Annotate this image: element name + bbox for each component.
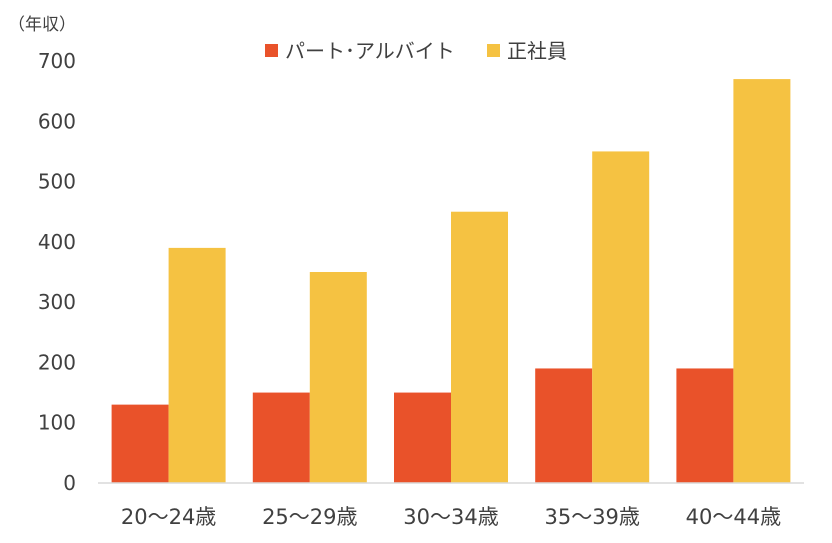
bars xyxy=(111,79,791,483)
legend: パート･アルバイト 正社員 xyxy=(265,39,567,63)
bar-part-time-1 xyxy=(252,392,310,483)
bar-part-time-2 xyxy=(394,392,451,483)
x-category-label: 20〜24歳 xyxy=(121,505,216,529)
bar-full-time-3 xyxy=(592,151,650,483)
y-tick-label: 0 xyxy=(63,471,76,495)
bar-part-time-0 xyxy=(111,404,169,483)
y-axis-unit-label: （年収） xyxy=(8,15,76,35)
bar-full-time-2 xyxy=(451,211,508,483)
bar-part-time-4 xyxy=(676,368,734,483)
x-category-label: 35〜39歳 xyxy=(544,505,639,529)
bar-full-time-0 xyxy=(168,247,226,483)
x-category-label: 30〜34歳 xyxy=(403,505,498,529)
y-axis-tick-labels: 0 100 200 300 400 500 600 700 xyxy=(38,49,76,495)
x-axis-category-labels: 20〜24歳 25〜29歳 30〜34歳 35〜39歳 40〜44歳 xyxy=(121,505,781,529)
bar-full-time-4 xyxy=(733,79,791,483)
y-tick-label: 500 xyxy=(38,170,76,194)
y-tick-label: 400 xyxy=(38,230,76,254)
y-tick-label: 300 xyxy=(38,290,76,314)
legend-swatch-part-time xyxy=(265,44,278,57)
y-tick-label: 100 xyxy=(38,411,76,435)
y-tick-label: 600 xyxy=(38,109,76,133)
legend-label-part-time: パート･アルバイト xyxy=(285,39,455,63)
y-tick-label: 200 xyxy=(38,350,76,374)
x-category-label: 40〜44歳 xyxy=(686,505,781,529)
y-tick-label: 700 xyxy=(38,49,76,73)
bar-part-time-3 xyxy=(535,368,593,483)
legend-label-full-time: 正社員 xyxy=(507,39,567,63)
x-category-label: 25〜29歳 xyxy=(262,505,357,529)
bar-full-time-1 xyxy=(309,272,367,483)
legend-swatch-full-time xyxy=(487,44,500,57)
